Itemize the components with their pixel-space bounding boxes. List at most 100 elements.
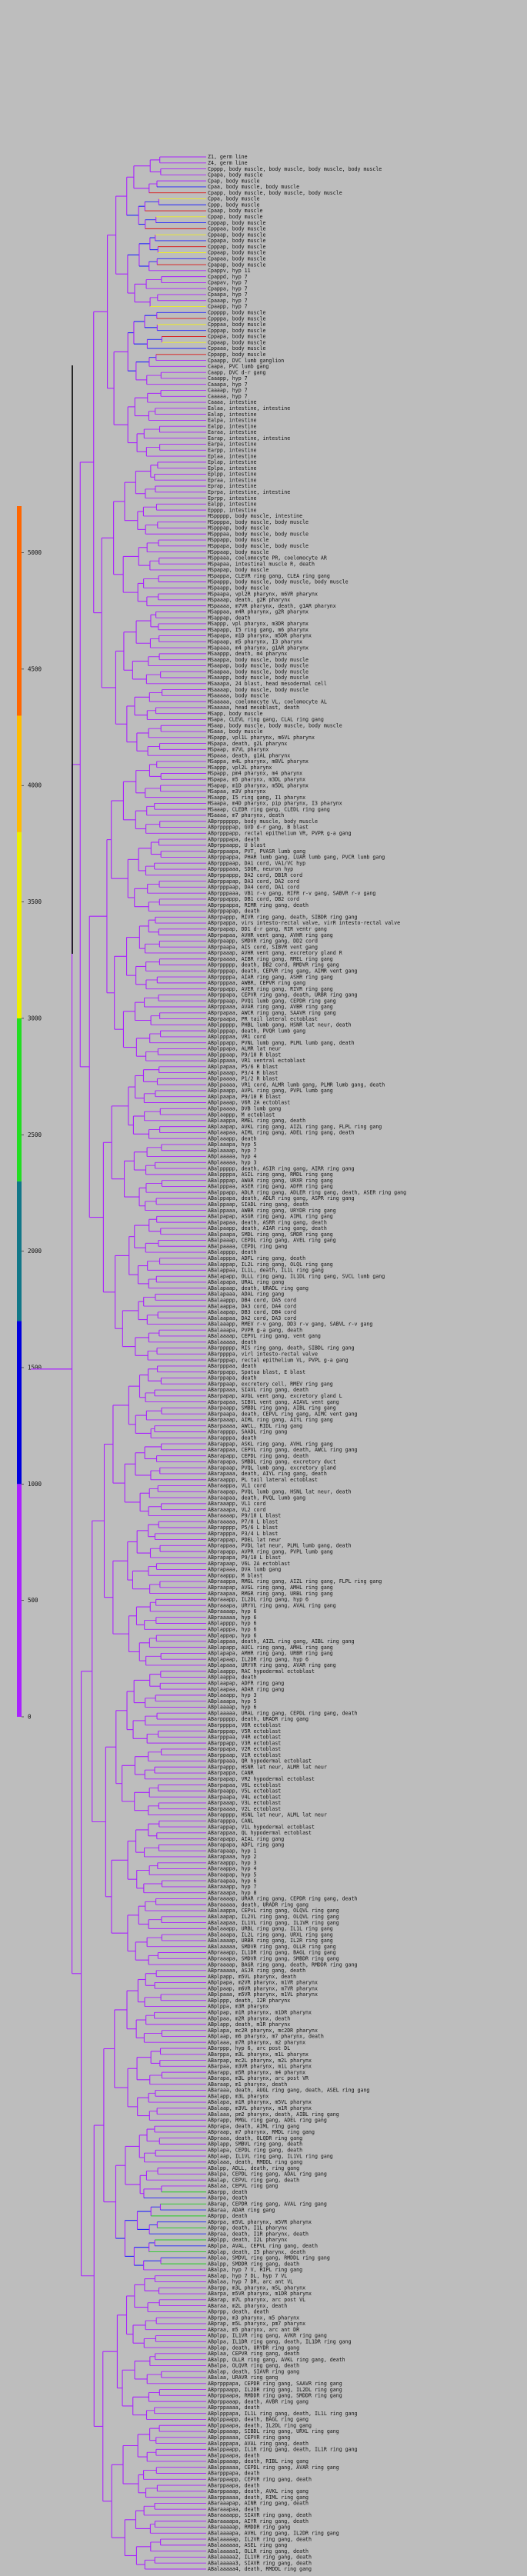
leaf-label: ABplppapa, ALMR lat neur [208,1046,281,1052]
leaf-label: ABarpapaa, SIBVL vent gang, AIAVL vent g… [208,1399,339,1405]
leaf-label: ABplpaaa, m5VR pharynx, m1VL pharynx [208,1991,318,1998]
leaf-label: Caapa, PVC lumb gang [208,364,269,370]
leaf-label: ABarapaap, PVQL lumb gang, excretory gla… [208,1465,336,1471]
leaf-label: ABarppaaa, SIAVL ring gang, death [208,1387,309,1393]
leaf-label: ABplppaap, P9/10 R blast [208,1051,281,1058]
leaf-label: Cpaapp, DVC lumb ganglion [208,358,284,364]
leaf-label: ABprppapa, CEPVR ring gang, death, URBR … [208,992,358,998]
leaf-label: ABplapp, SMBVL ring gang, death [208,2141,302,2148]
leaf-label: ABprpaapa, AIS cord, SIBVR vent gang [208,944,318,950]
leaf-label: ABalaaaaa3, SIAVR ring gang, death [208,2560,312,2566]
leaf-label: ABpraap, m7 pharynx, RMDL ring gang [208,2129,315,2135]
leaf-label: ABarpaapa, death, CEPVL ring gang, AIMC … [208,1411,358,1417]
leaf-label: Cpapa, body muscle [208,172,262,178]
leaf-label: ABalap, hyp 7 DL, hyp 7 VL [208,2273,287,2279]
leaf-label: MSaaaaa, body muscle [208,693,269,699]
leaf-label: ABarppa, m3L pharynx, m1L pharynx [208,2051,309,2058]
leaf-label: ABplppaaap, SIBDL ring gang, URXL ring g… [208,2428,339,2434]
leaf-label: MSaap, body muscle, body muscle, body mu… [208,722,342,728]
leaf-label: ABplapaaa, URYVR ring gang, AVAR ring ga… [208,1662,336,1668]
leaf-label: MSppaap, body muscle [208,549,269,555]
leaf-label: ABaraappa, hyp 4 [208,1866,257,1872]
leaf-label: ABpraa, m5 pharynx, arc ant DR [208,2327,299,2333]
leaf-label: ABprppaapp, U blast [208,842,265,848]
leaf-label: ABarpaapp, SMBDL ring gang, AIBL ring ga… [208,1405,336,1411]
leaf-label: ABalaapap, IL2VL ring gang, OLQVL ring g… [208,1914,339,1920]
leaf-label: ABplpaapa, P9/10 R blast [208,1094,281,1100]
leaf-label: ABaraa, ADAR ring gang [208,2207,275,2213]
leaf-label: ABplapppa, hyp 6 [208,1626,257,1632]
leaf-label: ABpraaapp, IL2DL ring gang, hyp 6 [208,1597,309,1603]
leaf-label: Cpppap, body muscle [208,328,265,334]
leaf-label: MSppaaa, coelomocyte PR, coelomocyte AR [208,555,327,562]
leaf-label: ABaraaapap, AINR ring gang, death [208,2501,309,2507]
leaf-label: ABarpa, m5VR pharynx, m1DR pharynx [208,2291,312,2297]
leaf-label: ABplaaaaa, hyp 4 [208,1154,257,1160]
leaf-label: ABprpaapp, SMDVR ring gang, DD2 cord [208,938,318,945]
leaf-label: MSppapp, body muscle [208,537,269,543]
leaf-label: Eprpa, intestine, intestine [208,489,290,495]
leaf-label: ABprpppapa, CEPDR ring gang, SAAVR ring … [208,2381,342,2387]
leaf-label: ABplpp, death, I2L pharynx [208,2237,287,2243]
scale-tick-label: 3000 [28,1015,42,1021]
leaf-label: ABplpaa, m2R pharynx, death [208,2015,290,2021]
leaf-label: ABplap, death, I5 pharynx, death [208,2249,305,2255]
scale-band-5 [17,715,22,832]
leaf-label: ABalaa, hyp 7 DR, arc ant VL [208,2279,293,2285]
leaf-label: ABprapapp, AVPR ring gang, PVPL lumb gan… [208,1548,333,1555]
leaf-label: ABalapa, m1R pharynx, m5VL pharynx [208,2099,312,2105]
leaf-label: ABaraaapa, VL2 cord [208,1507,265,1513]
leaf-label: ABplpppapa, IL1L ring gang, death, IL1L … [208,2411,358,2417]
leaf-label: ABarpppap, V5R ectoblast [208,1728,281,1735]
leaf-label: ABprapaap, V6L 2A ectoblast [208,1561,290,1567]
leaf-label: Epraa, intestine [208,477,257,483]
leaf-label: ABalaaapa, IL2L ring gang, URXL ring gan… [208,1931,333,1938]
leaf-label: ABalppapp, ADLR ring gang, ADLER ring ga… [208,1189,406,1195]
leaf-label: Cppaap, body muscle [208,232,265,238]
leaf-label: ABplppapp, PVNL lumb gang, PLML lumb gan… [208,1040,355,1046]
leaf-label: ABplpaaaa, P1/2 R blast [208,1076,278,1082]
leaf-label: MSapaap, m5 pharynx, I3 pharynx [208,639,302,645]
leaf-label: ABprppaap, PVQ1 lumb gang, CEPDR ring ga… [208,998,336,1004]
scale-tick-label: 0 [28,1714,32,1721]
leaf-label: ABalppaapp, IL1R ring gang, death, IL1R … [208,2447,358,2453]
leaf-label: ABpraaapa, URYVL ring gang, AVAL ring ga… [208,1602,336,1608]
leaf-label: ABalpppapa, AVAL ring gang, death [208,2441,309,2447]
leaf-label: Cpapap, body muscle [208,262,265,268]
leaf-label: Cpaap, body muscle [208,208,262,214]
leaf-label: ABprppaaaa, death [208,2404,260,2411]
leaf-label: ABprpppaaa, VB1 r-v gang, RIFR r-v gang,… [208,890,375,896]
scale-tick-label: 1500 [28,1364,42,1371]
leaf-label: ABprppppa, AIAR ring gang, ASHR ring gan… [208,974,333,980]
leaf-label: Cppapa, body muscle [208,334,265,340]
leaf-label: ABplaaaaa, URAL ring gang, CEPDL ring ga… [208,1710,358,1716]
leaf-label: ABalaaaapa, AVHL ring gang, IL2DR ring g… [208,2531,339,2537]
leaf-label: ABplaaaaa, hyp 3 [208,1160,257,1166]
leaf-label: ABalaappa, DA3 cord, DA4 cord [208,1303,296,1309]
leaf-label: ABarpapap, AVGL vent gang, excretory gla… [208,1393,342,1399]
leaf-label: ABpraaaap, hyp 6 [208,1608,257,1615]
leaf-label: ABalaaaaa, SMDVR ring gang, OLLR ring ga… [208,1944,336,1950]
leaf-label: MSppapa, body muscle, body muscle [208,543,309,549]
leaf-label: ABplpapa, m2VR pharynx, m1VR pharynx [208,1980,318,1986]
leaf-label: Cpppaa, body muscle [208,322,265,328]
leaf-label: ABarpapap, VR2 hypodermal ectoblast [208,1776,315,1782]
leaf-label: Caaaa, intestine [208,399,257,405]
leaf-label: ABarpaaaa, V2L ectoblast [208,1806,281,1812]
leaf-label: Earaa, intestine [208,429,257,435]
leaf-label: ABprpapaa, AVHR vent gang, AVHR ring gan… [208,932,333,938]
leaf-label: ABplpaaap, P3/4 R blast [208,1070,278,1076]
leaf-label: ABalaapaa, DA2 cord, DA3 cord [208,1315,296,1321]
leaf-label: ABalpapap, ASGR ring gang, AIML ring gan… [208,1214,333,1220]
leaf-label: ABprapppa, P3/4 L blast [208,1531,278,1537]
leaf-label: MSpappa, CLEVR ring gang, CLEA ring gang [208,573,330,579]
leaf-label: ABplap, death, URYDR ring gang [208,2344,299,2351]
leaf-label: ABalpp, ADLL, death, ring gang [208,2165,299,2171]
leaf-label: ABprpppppp, body muscle, body muscle [208,818,318,825]
leaf-label: ABarppaaa, QR hypodermal ectoblast [208,1758,312,1765]
leaf-label: Cppaap, body muscle [208,339,265,345]
leaf-label: ABarpaa, m3VR pharynx, m1L pharynx [208,2064,312,2070]
leaf-label: ABplaapaa, ADAR ring gang [208,1686,284,1692]
leaf-label: ABprpp, death, death [208,2309,269,2315]
scale-band-6 [17,506,22,716]
